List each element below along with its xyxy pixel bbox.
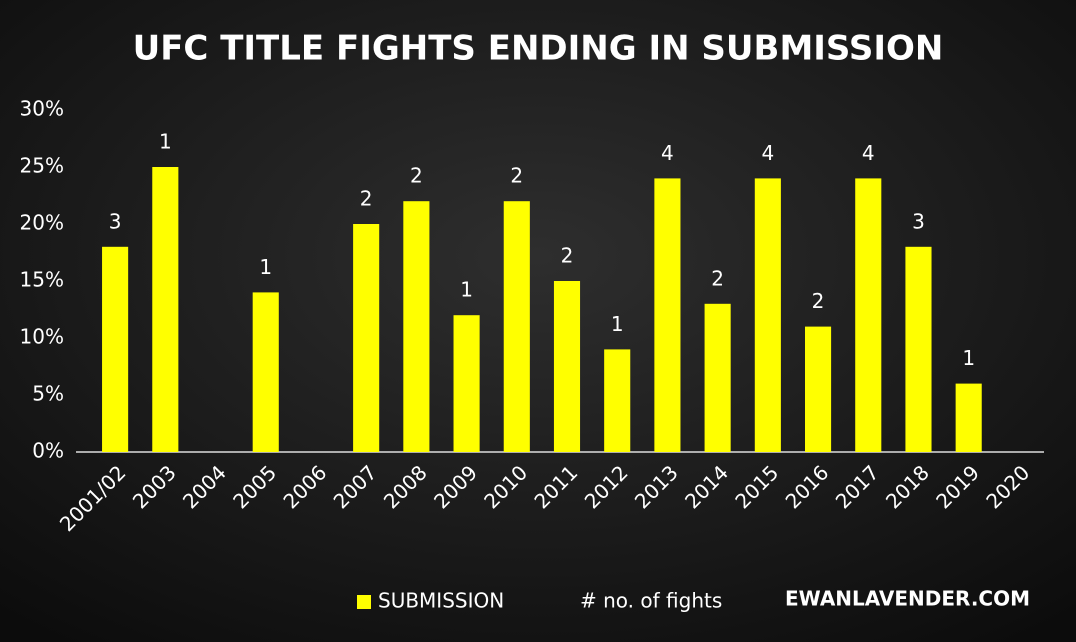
bar xyxy=(855,178,882,452)
data-label: 1 xyxy=(159,130,172,154)
bar xyxy=(503,201,530,452)
bar xyxy=(604,349,631,452)
data-label: 1 xyxy=(962,346,975,370)
source: EWANLAVENDER.COM xyxy=(785,587,1030,611)
bar xyxy=(252,292,279,452)
data-label: 1 xyxy=(460,278,473,302)
y-tick-label: 30% xyxy=(20,97,64,121)
bar xyxy=(453,315,480,452)
data-label: 2 xyxy=(510,164,523,188)
data-label: 1 xyxy=(259,255,272,279)
bar xyxy=(955,383,982,452)
data-label: 4 xyxy=(761,141,774,165)
data-label: 2 xyxy=(410,164,423,188)
legend-swatch xyxy=(357,595,371,609)
legend-label: SUBMISSION xyxy=(378,589,504,613)
data-label: 2 xyxy=(711,266,724,290)
bar xyxy=(754,178,781,452)
legend-label: # no. of fights xyxy=(580,589,722,613)
bar xyxy=(553,281,581,452)
data-label: 2 xyxy=(812,289,825,313)
y-tick-label: 0% xyxy=(32,439,64,463)
bar xyxy=(152,167,179,452)
bar xyxy=(704,303,731,452)
data-label: 4 xyxy=(862,141,875,165)
bar xyxy=(905,246,932,452)
data-label: 1 xyxy=(611,312,624,336)
bar xyxy=(102,246,129,452)
data-label: 2 xyxy=(561,244,574,268)
chart-title: UFC TITLE FIGHTS ENDING IN SUBMISSION xyxy=(133,29,944,69)
bar xyxy=(353,224,380,452)
y-tick-label: 10% xyxy=(20,325,64,349)
y-tick-label: 15% xyxy=(20,268,64,292)
data-label: 2 xyxy=(360,187,373,211)
bar xyxy=(654,178,681,452)
data-label: 3 xyxy=(109,209,122,233)
data-label: 3 xyxy=(912,209,925,233)
bar xyxy=(403,201,430,452)
y-tick-label: 5% xyxy=(32,382,64,406)
y-tick-label: 25% xyxy=(20,154,64,178)
bar xyxy=(804,326,832,452)
data-label: 4 xyxy=(661,141,674,165)
y-tick-label: 20% xyxy=(20,211,64,235)
